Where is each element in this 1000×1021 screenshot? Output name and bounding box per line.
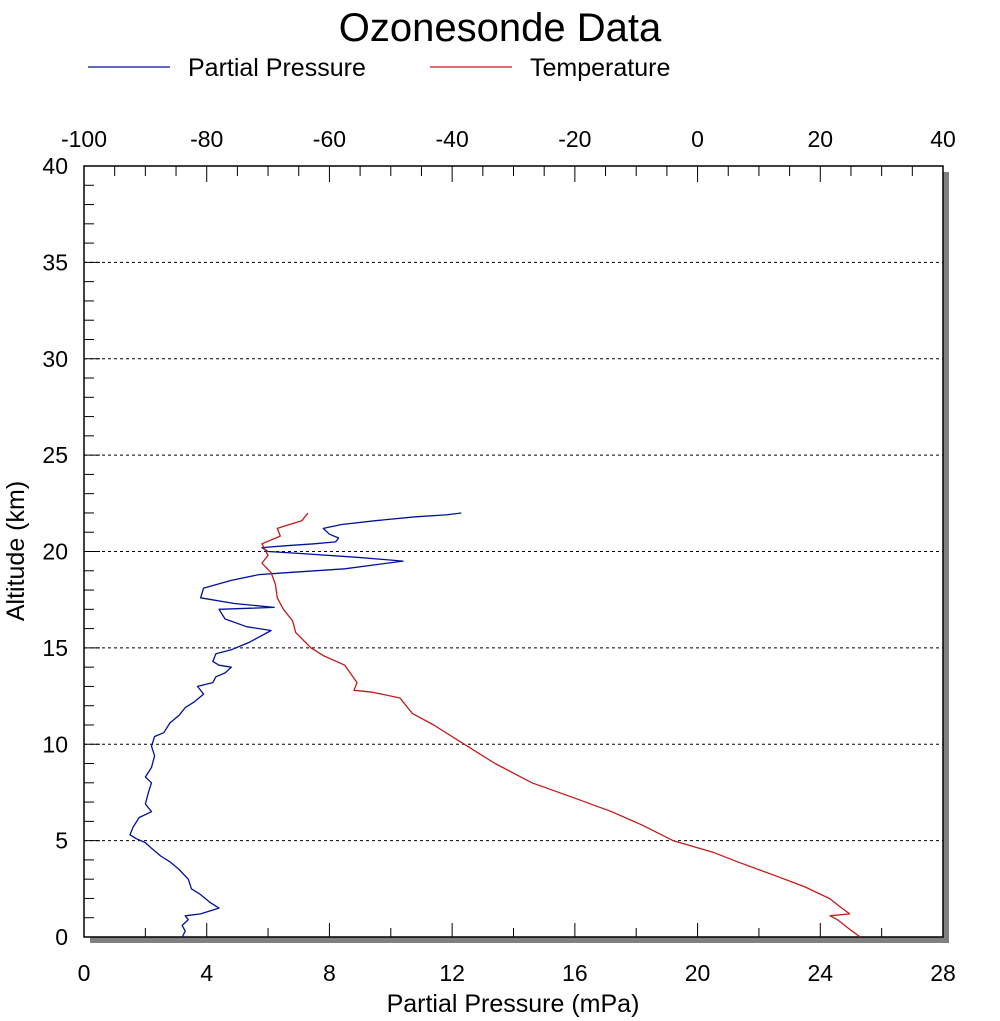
series-line-partial-pressure <box>129 512 462 938</box>
y-tick-label-6: 30 <box>42 346 68 372</box>
x-bottom-tick-label-1: 4 <box>200 960 213 986</box>
x-bottom-tick-label-3: 12 <box>439 960 465 986</box>
x-axis-title: Partial Pressure (mPa) <box>387 990 640 1018</box>
x-bottom-tick-label-5: 20 <box>685 960 711 986</box>
legend-label-partial-pressure: Partial Pressure <box>188 54 366 82</box>
grid-lines <box>84 261 943 842</box>
y-tick-label-5: 25 <box>42 442 68 468</box>
x-top-tick-label-3: -40 <box>436 126 469 152</box>
y-tick-label-2: 10 <box>42 731 68 757</box>
x-bottom-tick-label-4: 16 <box>562 960 588 986</box>
x-top-tick-label-2: -60 <box>313 126 346 152</box>
y-tick-label-3: 15 <box>42 635 68 661</box>
x-top-tick-label-4: -20 <box>558 126 591 152</box>
x-bottom-tick-label-0: 0 <box>78 960 91 986</box>
plot-shadow-right <box>942 172 949 943</box>
legend-label-temperature: Temperature <box>530 54 670 82</box>
series-line-temperature <box>261 512 861 938</box>
tick-labels: 0 5 10 15 20 25 30 35 40 0 4 8 12 16 20 24 28 -100 -80 -60 -… <box>42 126 955 986</box>
y-tick-label-0: 0 <box>55 924 68 950</box>
x-top-tick-label-0: -100 <box>61 126 107 152</box>
series-layer <box>129 512 861 938</box>
axis-ticks <box>83 165 944 938</box>
y-axis-title: Altitude (km) <box>2 481 30 621</box>
x-top-tick-label-5: 0 <box>691 126 704 152</box>
chart-title: Ozonesonde Data <box>339 6 662 50</box>
y-tick-label-1: 5 <box>55 828 68 854</box>
x-top-tick-label-1: -80 <box>190 126 223 152</box>
x-bottom-tick-label-2: 8 <box>323 960 336 986</box>
y-tick-label-4: 20 <box>42 539 68 565</box>
plot-shadow-bottom <box>90 936 949 943</box>
x-top-tick-label-6: 20 <box>807 126 833 152</box>
x-top-tick-label-7: 40 <box>930 126 956 152</box>
x-bottom-tick-label-7: 28 <box>930 960 956 986</box>
y-tick-label-7: 35 <box>42 249 68 275</box>
legend: Partial Pressure Temperature <box>88 54 670 82</box>
x-bottom-tick-label-6: 24 <box>807 960 833 986</box>
y-tick-label-8: 40 <box>42 153 68 179</box>
